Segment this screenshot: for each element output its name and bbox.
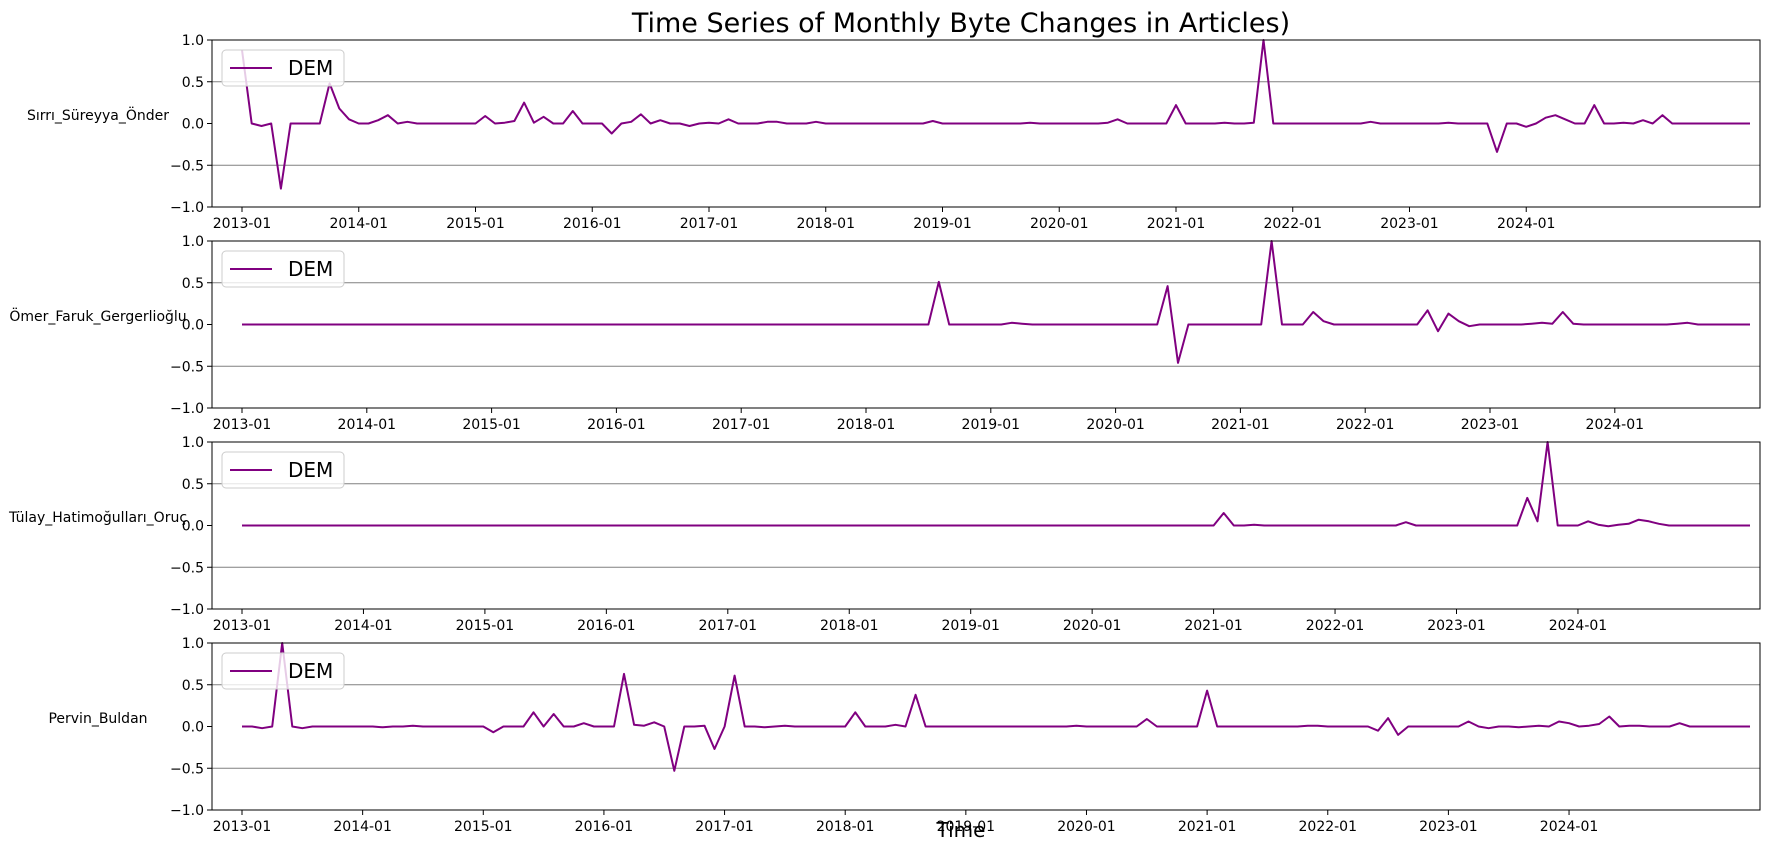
y-tick-label: 1.0 <box>182 234 204 250</box>
x-tick-label: 2017-01 <box>680 216 739 232</box>
x-tick-label: 2020-01 <box>1086 417 1145 433</box>
x-tick-label: 2015-01 <box>462 417 521 433</box>
y-tick-label: 1.0 <box>182 435 204 451</box>
subplot-3: 1.0 0.5 0.0 −0.5 −1.0 2013-01 2014-01 2015-01 20… <box>8 435 1761 634</box>
x-tick-label: 2022-01 <box>1336 417 1395 433</box>
y-tick-label: −1.0 <box>170 803 204 819</box>
y-tick-label: −0.5 <box>170 560 204 576</box>
y-tick-label: −0.5 <box>170 158 204 174</box>
y-axis-label: Pervin_Buldan <box>48 711 147 727</box>
y-tick-label: 0.0 <box>182 318 204 334</box>
x-tick-label: 2013-01 <box>213 417 272 433</box>
x-tick-label: 2014-01 <box>338 417 397 433</box>
x-tick-label: 2024-01 <box>1540 819 1599 835</box>
y-tick-label: 0.5 <box>182 75 204 91</box>
x-tick-label: 2022-01 <box>1263 216 1322 232</box>
x-tick-label: 2020-01 <box>1030 216 1089 232</box>
series-line-dem <box>242 642 1750 772</box>
x-tick-label: 2019-01 <box>913 216 972 232</box>
x-tick-label: 2022-01 <box>1299 819 1358 835</box>
x-tick-label: 2015-01 <box>446 216 505 232</box>
x-tick-label: 2020-01 <box>1063 618 1122 634</box>
x-tick-label: 2016-01 <box>575 819 634 835</box>
legend: DEM <box>221 250 345 288</box>
y-tick-label: 0.0 <box>182 720 204 736</box>
x-tick-label: 2023-01 <box>1427 618 1486 634</box>
y-tick-label: 0.5 <box>182 678 204 694</box>
y-tick-label: 1.0 <box>182 33 204 49</box>
y-axis-label: Sırrı_Süreyya_Önder <box>27 106 169 124</box>
subplot-4: 1.0 0.5 0.0 −0.5 −1.0 2013-01 2014-01 2015-01 20… <box>48 636 1761 835</box>
x-tick-label: 2016-01 <box>563 216 622 232</box>
x-axis-label: Time <box>936 818 986 842</box>
y-tick-label: −1.0 <box>170 401 204 417</box>
x-tick-label: 2022-01 <box>1306 618 1365 634</box>
y-axis-label: Ömer_Faruk_Gergerlioğlu <box>9 307 186 325</box>
legend-label: DEM <box>288 257 333 281</box>
x-tick-label: 2016-01 <box>577 618 636 634</box>
legend-label: DEM <box>288 659 333 683</box>
x-tick-label: 2024-01 <box>1549 618 1608 634</box>
series-line-dem <box>242 441 1750 528</box>
x-tick-label: 2013-01 <box>213 618 272 634</box>
x-tick-label: 2023-01 <box>1461 417 1520 433</box>
x-tick-label: 2014-01 <box>334 618 393 634</box>
legend-label: DEM <box>288 56 333 80</box>
legend: DEM <box>221 652 345 690</box>
legend-box <box>221 250 345 288</box>
subplots: 1.0 0.5 0.0 −0.5 −1.0 2013-01 2014-01 2015-01 20… <box>8 33 1761 835</box>
x-tick-label: 2015-01 <box>456 618 515 634</box>
x-tick-label: 2014-01 <box>333 819 392 835</box>
x-tick-label: 2021-01 <box>1211 417 1270 433</box>
legend-box <box>221 652 345 690</box>
series-line-dem <box>241 39 1750 190</box>
x-tick-label: 2013-01 <box>213 216 272 232</box>
y-tick-label: −0.5 <box>170 359 204 375</box>
y-tick-label: 0.0 <box>182 519 204 535</box>
x-tick-label: 2017-01 <box>699 618 758 634</box>
x-tick-label: 2020-01 <box>1057 819 1116 835</box>
x-tick-label: 2024-01 <box>1586 417 1645 433</box>
x-tick-label: 2019-01 <box>962 417 1021 433</box>
y-tick-label: 0.5 <box>182 477 204 493</box>
x-tick-label: 2013-01 <box>213 819 272 835</box>
y-tick-label: −1.0 <box>170 200 204 216</box>
x-tick-label: 2018-01 <box>796 216 855 232</box>
legend-label: DEM <box>288 458 333 482</box>
x-tick-label: 2016-01 <box>587 417 646 433</box>
series-line-dem <box>242 240 1750 364</box>
x-tick-label: 2019-01 <box>937 819 996 835</box>
legend-box <box>221 451 345 489</box>
figure-title: Time Series of Monthly Byte Changes in A… <box>631 8 1290 39</box>
x-tick-label: 2021-01 <box>1184 618 1243 634</box>
x-tick-label: 2021-01 <box>1178 819 1237 835</box>
y-tick-label: 1.0 <box>182 636 204 652</box>
x-tick-label: 2015-01 <box>454 819 513 835</box>
x-tick-label: 2018-01 <box>816 819 875 835</box>
x-tick-label: 2018-01 <box>837 417 896 433</box>
x-tick-label: 2014-01 <box>329 216 388 232</box>
x-tick-label: 2021-01 <box>1147 216 1206 232</box>
x-tick-label: 2019-01 <box>941 618 1000 634</box>
x-tick-label: 2017-01 <box>712 417 771 433</box>
y-tick-label: 0.0 <box>182 117 204 133</box>
subplot-1: 1.0 0.5 0.0 −0.5 −1.0 2013-01 2014-01 2015-01 20… <box>27 33 1761 232</box>
x-tick-label: 2024-01 <box>1497 216 1556 232</box>
y-tick-label: −1.0 <box>170 602 204 618</box>
legend-box <box>221 49 345 87</box>
x-tick-label: 2023-01 <box>1380 216 1439 232</box>
x-tick-label: 2018-01 <box>820 618 879 634</box>
y-axis-label: Tülay_Hatimoğulları_Oruç <box>8 510 187 526</box>
x-tick-label: 2017-01 <box>695 819 754 835</box>
legend: DEM <box>221 451 345 489</box>
subplot-2: 1.0 0.5 0.0 −0.5 −1.0 2013-01 2014-01 2015-01 20… <box>9 234 1761 433</box>
legend: DEM <box>221 49 345 87</box>
y-tick-label: 0.5 <box>182 276 204 292</box>
x-tick-label: 2023-01 <box>1419 819 1478 835</box>
y-tick-label: −0.5 <box>170 761 204 777</box>
